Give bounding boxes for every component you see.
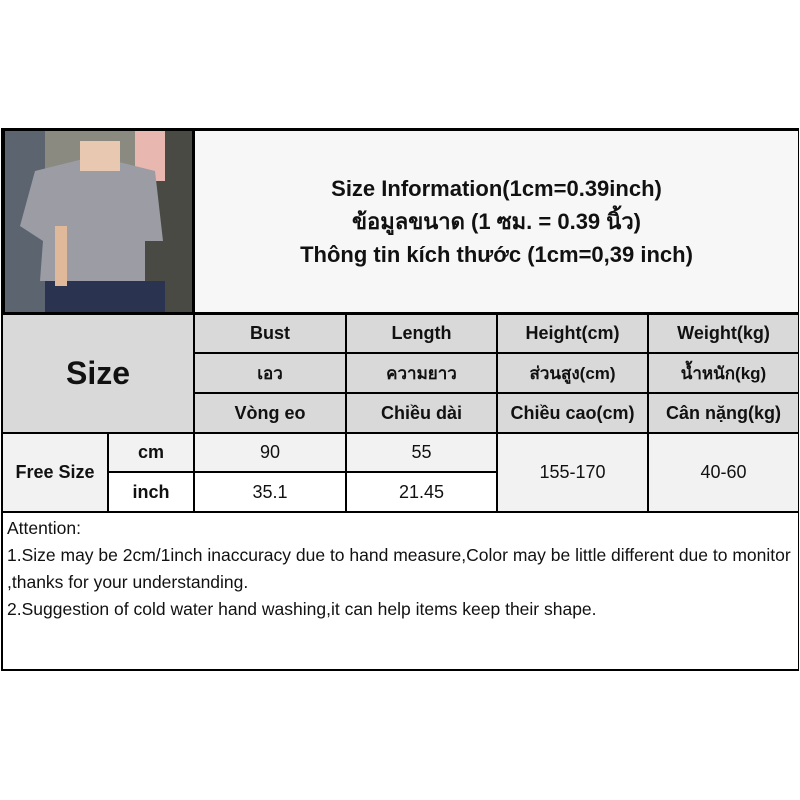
attention-notes: Attention: 1.Size may be 2cm/1inch inacc… bbox=[3, 513, 798, 669]
height-header-vi: Chiều cao(cm) bbox=[498, 394, 647, 432]
length-header-en: Length bbox=[347, 315, 496, 352]
unit-inch: inch bbox=[109, 473, 193, 511]
length-header-vi: Chiều dài bbox=[347, 394, 496, 432]
title-thai: ข้อมูลขนาด (1 ซม. = 0.39 นิ้ว) bbox=[351, 209, 641, 234]
bust-header-th: เอว bbox=[195, 354, 345, 392]
size-header: Size bbox=[3, 315, 193, 432]
attention-note-2: 2.Suggestion of cold water hand washing,… bbox=[7, 599, 597, 619]
bust-header-en: Bust bbox=[195, 315, 345, 352]
weight-value: 40-60 bbox=[649, 434, 798, 511]
weight-header-vi: Cân nặng(kg) bbox=[649, 394, 798, 432]
weight-header-th: น้ำหนัก(kg) bbox=[649, 354, 798, 392]
height-value: 155-170 bbox=[498, 434, 647, 511]
unit-cm: cm bbox=[109, 434, 193, 471]
weight-header-en: Weight(kg) bbox=[649, 315, 798, 352]
length-cm: 55 bbox=[347, 434, 496, 471]
bust-cm: 90 bbox=[195, 434, 345, 471]
length-header-th: ความยาว bbox=[347, 354, 496, 392]
attention-note-1: 1.Size may be 2cm/1inch inaccuracy due t… bbox=[7, 545, 791, 592]
size-info-title: Size Information(1cm=0.39inch) ข้อมูลขนา… bbox=[195, 131, 798, 312]
product-photo bbox=[5, 131, 192, 312]
height-header-en: Height(cm) bbox=[498, 315, 647, 352]
title-english: Size Information(1cm=0.39inch) bbox=[331, 176, 662, 201]
bust-inch: 35.1 bbox=[195, 473, 345, 511]
title-vietnamese: Thông tin kích thước (1cm=0,39 inch) bbox=[300, 242, 693, 267]
free-size-label: Free Size bbox=[3, 434, 107, 511]
bust-header-vi: Vòng eo bbox=[195, 394, 345, 432]
height-header-th: ส่วนสูง(cm) bbox=[498, 354, 647, 392]
attention-heading: Attention: bbox=[7, 518, 81, 538]
length-inch: 21.45 bbox=[347, 473, 496, 511]
